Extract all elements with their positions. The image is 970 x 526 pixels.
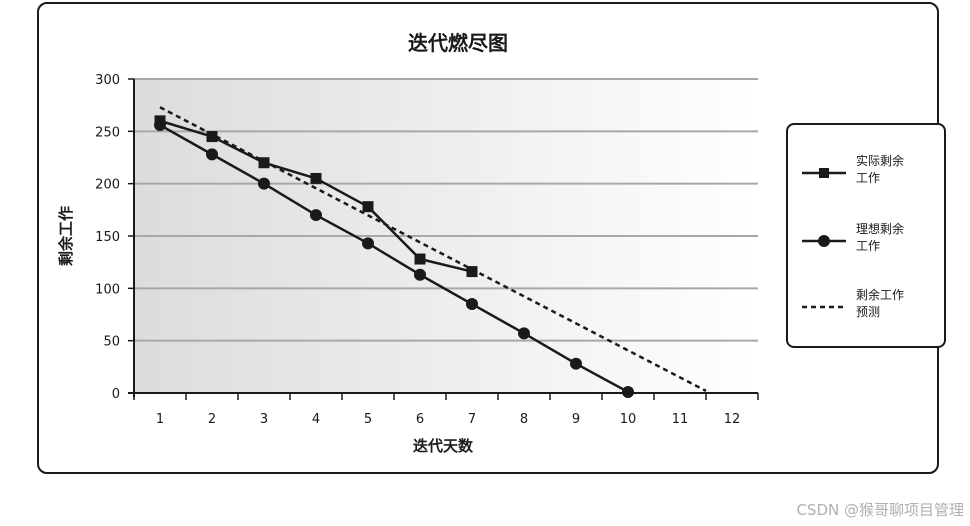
legend-swatch-circle-marker (802, 235, 846, 247)
chart-title: 迭代燃尽图 (408, 31, 508, 55)
series-line-1 (159, 123, 629, 394)
legend-swatch-dashed-line (802, 305, 846, 309)
data-point-square (206, 131, 218, 143)
watermark: CSDN @猴哥聊项目管理 (796, 501, 964, 519)
x-tick-label: 8 (520, 412, 528, 427)
legend: 实际剩余 工作 理想剩余 工作 剩余工作 预测 (786, 123, 946, 348)
y-tick-label: 200 (95, 178, 120, 193)
y-tick-label: 100 (95, 282, 120, 297)
data-point-circle (414, 268, 426, 281)
x-tick-label: 12 (724, 412, 741, 427)
legend-swatch-square-marker (802, 168, 846, 178)
x-tick-label: 1 (156, 412, 164, 427)
data-point-square (258, 157, 270, 169)
legend-label-actual: 实际剩余 工作 (856, 154, 905, 185)
x-tick-label: 4 (312, 412, 320, 427)
y-tick-label: 0 (112, 387, 120, 402)
legend-label-forecast: 剩余工作 预测 (856, 288, 905, 319)
x-tick-label: 6 (416, 412, 424, 427)
series (154, 106, 707, 398)
series-line-2 (159, 106, 707, 393)
data-point-circle (518, 327, 530, 340)
x-tick-label: 7 (468, 412, 476, 427)
legend-item-forecast: 剩余工作 预测 (788, 287, 948, 327)
data-point-square (362, 201, 374, 213)
data-point-square (310, 172, 322, 184)
data-point-circle (258, 177, 270, 190)
data-point-circle (362, 237, 374, 250)
y-tick-label: 300 (95, 73, 120, 88)
y-tick-label: 50 (103, 335, 120, 350)
legend-item-ideal: 理想剩余 工作 (788, 221, 948, 261)
x-tick-label: 2 (208, 412, 216, 427)
x-tick-label: 11 (672, 412, 689, 427)
y-tick-label: 150 (95, 230, 120, 245)
y-tick-label: 250 (95, 125, 120, 140)
data-point-circle (466, 298, 478, 311)
x-axis-title: 迭代天数 (413, 437, 474, 455)
data-point-circle (206, 148, 218, 161)
data-point-circle (570, 357, 582, 370)
x-tick-label: 5 (364, 412, 372, 427)
data-point-square (466, 266, 478, 278)
x-tick-label: 10 (620, 412, 637, 427)
legend-item-actual: 实际剩余 工作 (788, 153, 948, 193)
legend-label-ideal: 理想剩余 工作 (856, 222, 905, 253)
data-point-circle (622, 385, 634, 398)
data-point-circle (154, 119, 166, 132)
data-point-square (414, 253, 426, 265)
data-point-circle (310, 209, 322, 222)
x-tick-label: 9 (572, 412, 580, 427)
x-tick-label: 3 (260, 412, 268, 427)
y-axis-title: 剩余工作 (57, 206, 75, 266)
